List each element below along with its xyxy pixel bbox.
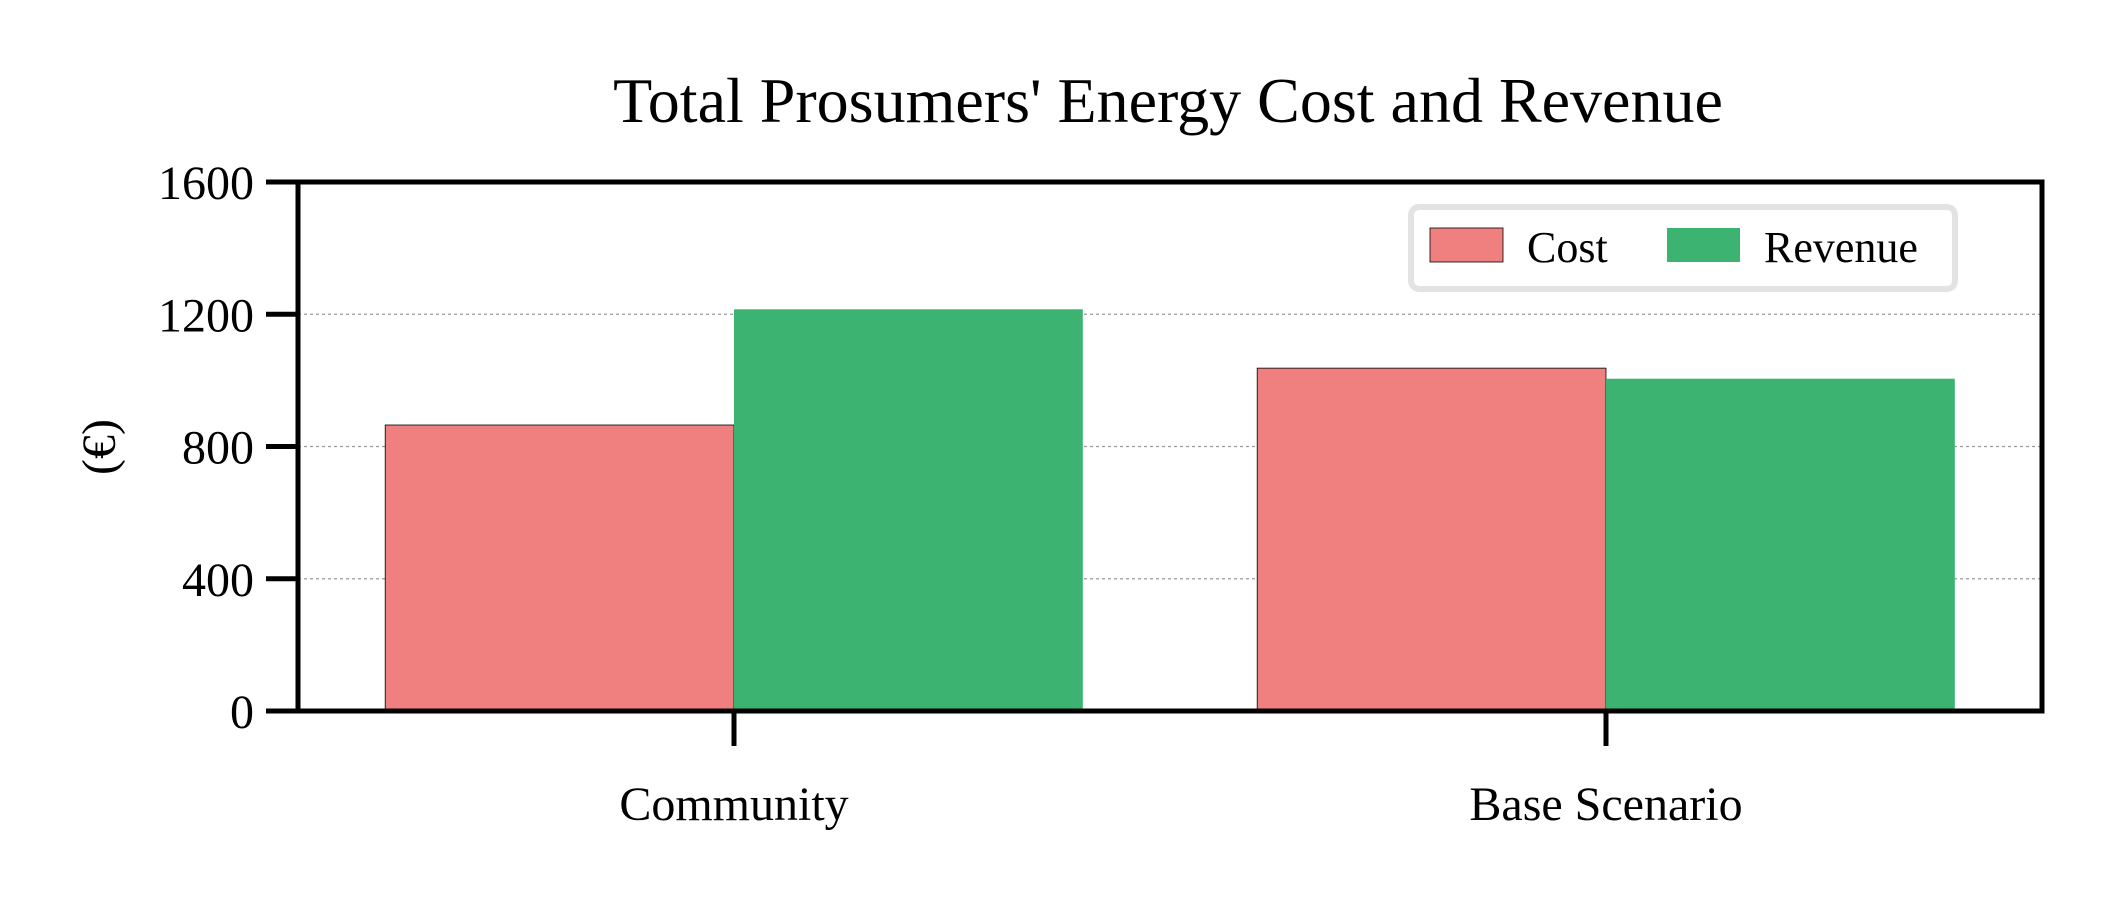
y-tick-label: 1600 — [158, 157, 254, 210]
bar-cost-0 — [384, 424, 735, 712]
y-tick-label: 1200 — [158, 289, 254, 342]
legend-swatch-cost — [1429, 227, 1504, 263]
y-tick-label: 0 — [230, 686, 254, 739]
x-tick-label: Base Scenario — [1469, 778, 1742, 831]
y-axis: 0 400 800 1200 1600 — [158, 157, 298, 739]
bar-cost-1 — [1256, 367, 1607, 712]
legend-swatch-revenue — [1667, 228, 1740, 262]
chart-title: Total Prosumers' Energy Cost and Revenue — [613, 65, 1723, 136]
x-axis: Community Base Scenario — [619, 711, 1743, 831]
legend-label-cost: Cost — [1527, 223, 1608, 272]
bars — [384, 309, 1955, 712]
bar-revenue-1 — [1606, 378, 1955, 711]
x-tick-label: Community — [619, 778, 848, 831]
y-tick-label: 400 — [182, 554, 254, 607]
y-tick-label: 800 — [182, 422, 254, 475]
legend: Cost Revenue — [1408, 204, 1958, 292]
bar-revenue-0 — [734, 309, 1083, 711]
legend-label-revenue: Revenue — [1764, 223, 1918, 272]
y-axis-label: (€) — [73, 419, 126, 475]
